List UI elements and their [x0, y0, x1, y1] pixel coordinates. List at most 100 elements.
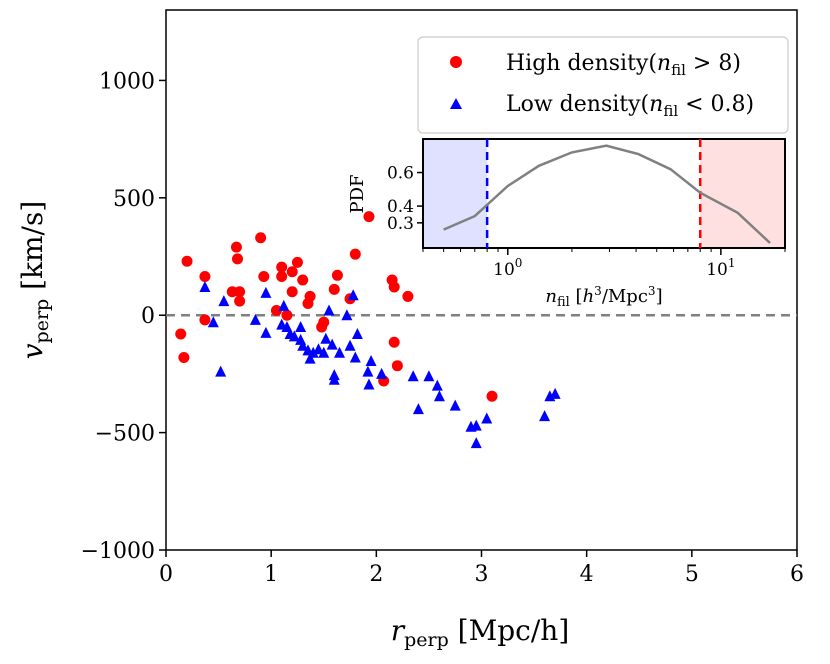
legend-high-density-label: High density(nfil > 8) — [506, 51, 741, 79]
low-density-point — [334, 346, 346, 358]
main-x-ticks: 0 1 2 3 4 5 6 — [159, 550, 804, 587]
inset-x-ticks: 100 101 — [422, 248, 786, 280]
inset-y-axis-title: PDF — [347, 174, 368, 213]
low-density-point — [297, 339, 309, 351]
low-density-point — [539, 410, 551, 422]
low-density-point — [349, 351, 361, 363]
x-tick-label: 1 — [264, 562, 278, 587]
low-density-point — [351, 328, 363, 339]
high-density-point — [234, 286, 246, 298]
high-density-point — [281, 309, 293, 321]
inset-y-tick-label: 0.3 — [387, 214, 414, 234]
low-density-point — [323, 304, 335, 316]
high-density-point — [286, 286, 298, 298]
low-density-point — [312, 343, 324, 355]
svg-text:rperp [Mpc/h]: rperp [Mpc/h] — [391, 614, 570, 651]
y-tick-label: −1000 — [81, 539, 155, 564]
inset-y-ticks: 0.6 0.40.3 — [387, 164, 423, 234]
high-density-point — [388, 281, 400, 293]
high-density-point — [178, 351, 190, 363]
low-density-point — [260, 326, 272, 338]
low-density-point — [328, 373, 340, 385]
low-density-point — [249, 313, 261, 325]
low-density-point — [278, 299, 290, 311]
low-density-point — [341, 309, 353, 321]
high-density-point — [388, 336, 400, 348]
inset-x-axis-title: nfil [h3/Mpc3] — [545, 284, 662, 310]
low-density-point — [433, 390, 445, 402]
high-density-point — [255, 232, 267, 244]
high-density-point — [276, 261, 288, 273]
legend-low-density-marker — [450, 98, 462, 109]
low-density-point — [423, 370, 435, 382]
low-density-point — [326, 338, 338, 350]
low-density-point — [318, 346, 330, 358]
high-density-shaded-region — [700, 139, 785, 248]
low-density-point — [347, 289, 359, 301]
low-density-point — [431, 379, 443, 391]
low-density-point — [320, 332, 332, 344]
legend-low-density-label: Low density(nfil < 0.8) — [506, 92, 754, 120]
high-density-point — [363, 211, 375, 223]
inset-pdf-curve — [443, 144, 771, 244]
low-density-point — [344, 339, 356, 351]
high-density-point — [286, 266, 298, 278]
low-density-point — [362, 365, 374, 377]
svg-text:nfil [h3/Mpc3]: nfil [h3/Mpc3] — [545, 284, 662, 310]
svg-text:PDF: PDF — [347, 174, 368, 213]
low-density-point — [363, 378, 375, 390]
low-density-point — [407, 370, 419, 382]
low-density-point — [549, 387, 561, 399]
low-density-point — [260, 286, 272, 298]
high-density-point — [349, 248, 361, 260]
high-density-point — [291, 256, 303, 268]
x-tick-label: 5 — [685, 562, 699, 587]
low-density-point — [288, 330, 300, 342]
high-density-point — [199, 314, 211, 326]
low-density-point — [199, 281, 211, 293]
y-tick-label: 1000 — [99, 69, 155, 94]
high-density-point — [391, 360, 403, 372]
low-density-point — [449, 399, 461, 411]
inset-y-tick-label: 0.6 — [387, 164, 414, 184]
legend: High density(nfil > 8) Low density(nfil … — [417, 36, 789, 134]
low-density-point — [470, 437, 482, 449]
x-tick-label: 2 — [369, 562, 383, 587]
inset-x-tick-label: 100 — [493, 256, 522, 280]
high-density-point — [234, 295, 246, 307]
inset-shaded-regions — [423, 139, 785, 248]
low-density-point — [304, 352, 316, 364]
inset-y-tick-label: 0.4 — [387, 197, 414, 217]
inset-x-tick-label: 101 — [706, 256, 735, 280]
high-density-point — [230, 241, 242, 253]
low-density-point — [215, 365, 227, 377]
low-density-point — [307, 346, 319, 358]
low-density-point — [481, 412, 493, 424]
x-tick-label: 3 — [475, 562, 489, 587]
high-density-point — [175, 328, 187, 340]
main-data-points — [175, 211, 561, 449]
low-density-point — [470, 419, 482, 431]
high-density-point — [402, 290, 414, 302]
low-density-point — [207, 316, 219, 328]
low-density-point — [412, 403, 424, 415]
y-tick-label: −500 — [95, 422, 155, 447]
high-density-point — [232, 253, 244, 265]
x-axis-title: rperp [Mpc/h] — [391, 614, 570, 651]
x-tick-label: 0 — [159, 562, 173, 587]
high-density-point — [276, 270, 288, 282]
high-density-point — [199, 270, 211, 282]
low-density-point — [376, 367, 388, 379]
legend-box — [417, 36, 789, 134]
high-density-point — [181, 255, 193, 267]
high-density-point — [328, 283, 340, 295]
x-tick-label: 4 — [580, 562, 594, 587]
main-y-ticks: 1000 500 0 −500 −1000 — [81, 69, 166, 564]
y-tick-label: 0 — [141, 304, 155, 329]
low-density-point — [365, 355, 377, 366]
svg-text:vperp [km/s]: vperp [km/s] — [16, 201, 53, 360]
y-tick-label: 500 — [113, 187, 155, 212]
inset-frame — [422, 138, 786, 249]
legend-high-density-marker — [450, 56, 462, 68]
